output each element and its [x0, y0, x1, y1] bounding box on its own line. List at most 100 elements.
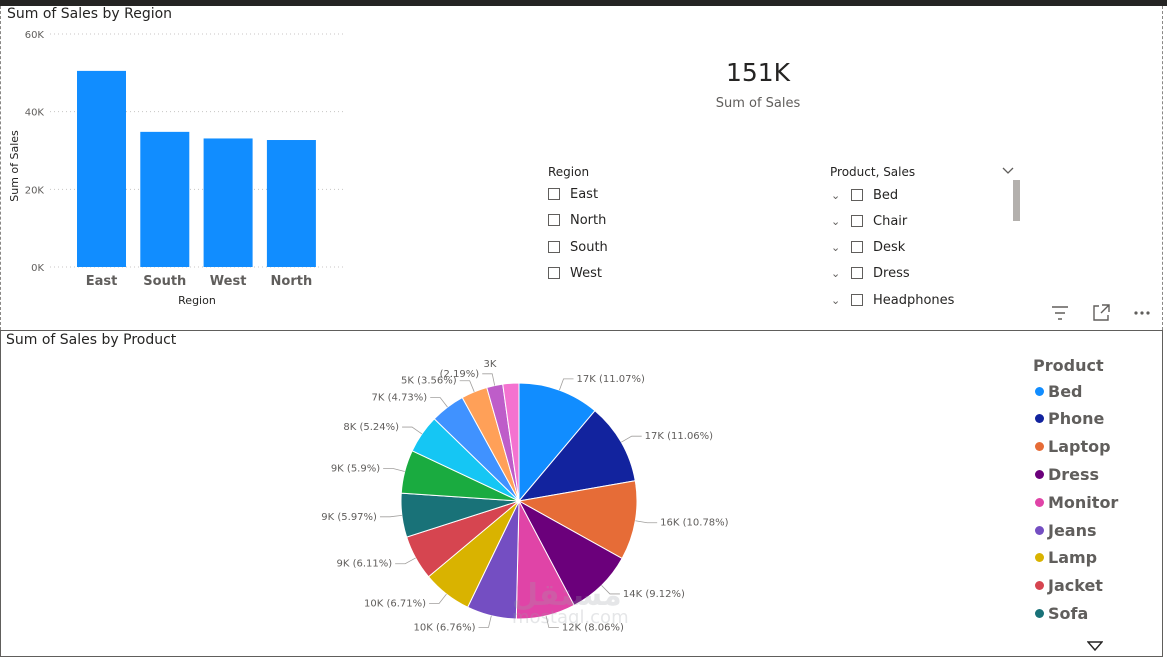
region-chart-title: Sum of Sales by Region — [7, 6, 173, 22]
pie-data-label: 9K (5.9%) — [331, 463, 380, 474]
pie-data-label: 17K (11.07%) — [577, 374, 645, 385]
product-slicer-item-desk[interactable]: ⌄ Desk — [831, 238, 905, 256]
chevron-down-icon[interactable]: ⌄ — [831, 188, 841, 202]
leader-line — [559, 378, 574, 391]
y-tick-label: 60K — [25, 30, 45, 41]
legend-marker — [1035, 414, 1044, 424]
watermark-logo: مستقل mostaql.com — [512, 578, 629, 628]
region-slicer-item-north[interactable]: North — [548, 211, 606, 229]
slicer-item-label: Headphones — [873, 292, 955, 308]
product-slicer-item-headphones[interactable]: ⌄ Headphones — [831, 291, 954, 309]
legend-item-dress[interactable]: Dress — [1035, 464, 1099, 484]
checkbox[interactable] — [548, 267, 560, 279]
slicer-item-label: Desk — [873, 239, 906, 255]
pie-slice[interactable] — [502, 382, 520, 502]
legend-marker — [1035, 497, 1044, 507]
region-bar-chart[interactable]: Sum of Sales Region 0K 20K 40K 60K East Sout… — [0, 24, 350, 314]
checkbox[interactable] — [851, 215, 863, 227]
chevron-down-icon[interactable]: ⌄ — [831, 293, 841, 307]
product-slicer-item-dress[interactable]: ⌄ Dress — [831, 264, 910, 282]
leader-line — [635, 520, 658, 524]
pie-slice[interactable] — [518, 382, 596, 503]
leader-line — [478, 615, 492, 628]
x-tick-label: East — [86, 274, 118, 289]
legend-item-phone[interactable]: Phone — [1035, 409, 1104, 429]
more-options-icon[interactable] — [1132, 303, 1152, 323]
pie-data-label: 17K (11.06%) — [645, 431, 713, 442]
legend-item-jacket[interactable]: Jacket — [1035, 576, 1103, 596]
legend-label: Lamp — [1048, 548, 1098, 568]
legend-scroll-down-icon[interactable] — [1087, 640, 1103, 652]
checkbox[interactable] — [548, 241, 560, 253]
y-axis-label: Sum of Sales — [8, 130, 21, 202]
slicer-item-label: North — [570, 212, 607, 228]
chevron-down-icon[interactable] — [1000, 162, 1016, 178]
y-tick-label: 20K — [25, 185, 45, 196]
chevron-down-icon[interactable]: ⌄ — [831, 214, 841, 228]
checkbox[interactable] — [851, 241, 863, 253]
leader-line — [395, 557, 416, 565]
slicer-item-label: Chair — [873, 213, 908, 229]
filter-icon[interactable] — [1050, 303, 1070, 323]
slicer-scrollbar[interactable] — [1013, 180, 1020, 221]
x-tick-label: West — [210, 274, 247, 289]
legend-marker — [1035, 581, 1044, 591]
pie-data-label: 5K (3.56%) — [401, 376, 457, 387]
pie-slice[interactable] — [517, 409, 636, 502]
chevron-down-icon[interactable]: ⌄ — [831, 266, 841, 280]
product-slicer-item-chair[interactable]: ⌄ Chair — [831, 212, 907, 230]
y-tick-label: 0K — [31, 263, 44, 274]
slicer-item-label: Dress — [873, 265, 910, 281]
legend-title: Product — [1033, 356, 1104, 375]
slicer-item-label: South — [570, 239, 608, 255]
product-slicer-header: Product, Sales — [830, 165, 916, 179]
legend-item-jeans[interactable]: Jeans — [1035, 520, 1097, 540]
leader-line — [383, 468, 405, 472]
legend-item-sofa[interactable]: Sofa — [1035, 603, 1088, 623]
bar-east[interactable] — [77, 70, 126, 267]
product-pie-chart[interactable]: 17K (11.07%) 17K (11.06%) 16K (10.78%) 14K … — [300, 345, 740, 650]
product-slicer-item-bed[interactable]: ⌄ Bed — [831, 186, 898, 204]
legend-label: Sofa — [1048, 603, 1089, 623]
x-axis-label: Region — [178, 294, 216, 307]
pie-data-label: 14K (9.12%) — [623, 589, 685, 600]
leader-line — [482, 373, 496, 386]
region-slicer-item-south[interactable]: South — [548, 238, 608, 256]
legend-marker — [1035, 553, 1044, 563]
bar-south[interactable] — [140, 131, 190, 267]
x-tick-label: South — [143, 274, 186, 289]
leader-line — [430, 397, 448, 408]
region-slicer-item-west[interactable]: West — [548, 264, 602, 282]
legend-label: Laptop — [1048, 437, 1111, 457]
legend-label: Bed — [1048, 381, 1083, 401]
checkbox[interactable] — [851, 294, 863, 306]
legend-item-monitor[interactable]: Monitor — [1035, 492, 1118, 512]
legend-marker — [1035, 608, 1044, 618]
pie-data-label: 8K (5.24%) — [343, 422, 399, 433]
legend-item-lamp[interactable]: Lamp — [1035, 548, 1097, 568]
card-value: 151K — [725, 58, 791, 87]
pie-data-label: 9K (6.11%) — [336, 559, 392, 570]
region-slicer-item-east[interactable]: East — [548, 185, 598, 203]
legend-item-bed[interactable]: Bed — [1035, 381, 1083, 401]
y-tick-label: 40K — [25, 108, 45, 119]
bar-west[interactable] — [203, 138, 253, 267]
pie-data-label: 10K (6.76%) — [413, 622, 475, 633]
leader-line — [621, 435, 642, 443]
checkbox[interactable] — [548, 188, 560, 200]
legend-label: Monitor — [1048, 492, 1119, 512]
legend-marker — [1035, 386, 1044, 396]
checkbox[interactable] — [851, 267, 863, 279]
bar-north[interactable] — [266, 140, 316, 267]
pie-data-label: 10K (6.71%) — [364, 599, 426, 610]
leader-line — [545, 615, 559, 628]
x-tick-label: North — [271, 274, 313, 289]
legend-item-laptop[interactable]: Laptop — [1035, 437, 1111, 457]
pie-slice[interactable] — [517, 480, 638, 560]
focus-mode-icon[interactable] — [1091, 303, 1111, 323]
checkbox[interactable] — [851, 189, 863, 201]
leader-line — [601, 585, 620, 595]
checkbox[interactable] — [548, 214, 560, 226]
top-bar — [0, 0, 1167, 6]
chevron-down-icon[interactable]: ⌄ — [831, 240, 841, 254]
